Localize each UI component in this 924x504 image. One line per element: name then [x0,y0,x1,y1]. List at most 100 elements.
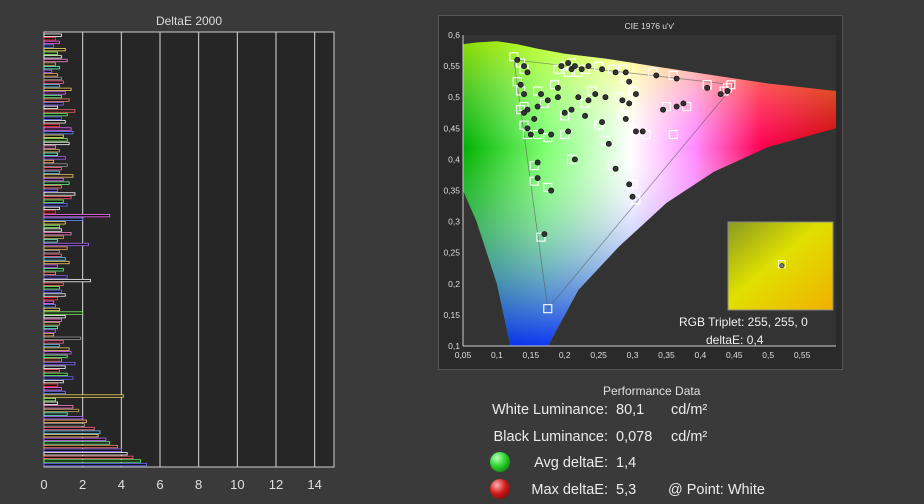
cie-xtick-label: 0,05 [455,350,472,360]
cie-measured-point [521,63,527,70]
deltae-bar [43,44,55,48]
deltae-bar [43,398,57,402]
performance-title: Performance Data [603,384,701,398]
deltae-bar [43,304,57,308]
deltae-bar [43,206,60,211]
black-luminance-value: 0,078 [616,429,653,445]
cie-measured-point [622,69,629,76]
cie-measured-point [592,91,599,98]
deltae-bar [43,361,76,366]
avg-deltae-indicator-icon [490,452,510,472]
cie-target-marker [668,129,678,140]
cie-measured-point [632,128,639,135]
deltae-bar [43,271,57,275]
deltae-bar [43,80,64,84]
cie-measured-point [565,60,572,66]
black-luminance-label: Black Luminance: [493,429,608,445]
deltae-bar [43,376,74,380]
deltae-bar [43,181,70,185]
deltae-bar [43,444,118,449]
deltae-bar [43,315,66,319]
cie-xtick-label: 0,15 [523,350,540,360]
cie-chromaticity-chart: CIE 1976 u'v'0,05 0,1 0,15 0,2 0,25 0,3 0,35 0,… [443,21,836,360]
cie-measured-point [517,81,524,88]
cie-ytick-label: 0,25 [443,248,460,258]
cie-target-marker [621,101,631,112]
deltae-bar [43,69,53,73]
cie-measured-point [534,159,541,166]
deltae-plot-area [44,32,334,467]
deltae-bar [43,170,60,174]
deltae-bar [43,188,58,192]
deltae-bar [43,55,62,59]
deltae-bar [43,145,57,149]
cie-target-marker [529,176,539,186]
deltae-bar [43,239,58,243]
deltae-bar [43,275,68,279]
cie-target-marker [539,98,549,108]
cie-target-marker [627,86,638,96]
white-luminance-value: 80,1 [616,402,645,418]
cie-target-marker [543,304,553,314]
cie-target-marker [617,111,627,121]
deltae-bar [43,372,68,376]
cie-target-marker [543,182,553,192]
cie-measured-point [585,63,592,70]
deltae-bar [43,48,66,52]
cie-target-marker [516,58,526,68]
cie-target-marker [600,136,610,146]
deltae-bar [43,232,72,236]
deltae-bar [43,242,89,247]
deltae-bar [43,300,55,304]
cie-measured-point [673,103,680,110]
deltae-bar [43,192,76,196]
deltae-bar [43,141,70,146]
cie-measured-point [619,97,626,104]
cie-measured-point [548,187,555,194]
deltae-bar [43,98,70,102]
cie-target-marker [614,92,624,102]
black-luminance-unit: cd/m² [671,429,708,445]
cie-measured-point [605,140,612,147]
cie-target-marker [519,120,529,130]
deltae-bar [43,127,72,131]
cie-measured-point [632,91,639,98]
cie-target-marker [682,101,692,112]
deltae-bar [43,437,107,441]
cie-target-marker [550,80,560,90]
deltae-bar [43,105,58,109]
deltae-bar [43,152,58,156]
cie-measured-point [521,109,527,116]
cie-measured-point [653,72,660,79]
cie-ytick-label: 0,15 [443,310,460,320]
deltae-bar [43,163,68,167]
cie-target-marker [648,67,658,77]
deltae-bar [43,336,82,340]
deltae-bar [43,138,68,142]
deltae-bar [43,199,64,203]
cie-ytick-label: 0,6 [448,30,460,40]
cie-xtick-label: 0,5 [762,350,774,360]
deltae-bar [43,408,80,413]
white-luminance-label: White Luminance: [491,402,608,418]
deltae-bar [43,253,62,257]
cie-measured-point [724,88,731,94]
cie-measured-point [571,156,578,163]
cie-ytick-label: 0,35 [443,186,460,196]
cie-measured-point [629,193,636,200]
deltae-bar [43,293,66,297]
deltae-xtick-label: 2 [79,477,86,492]
cie-measured-point [538,91,544,98]
deltae-bar [43,343,60,348]
deltae-bar [43,354,68,358]
inset-deltae-label: deltaE: 0,4 [706,333,764,347]
deltae-bar [43,462,147,467]
deltae-bar [43,426,95,431]
deltae-bar [43,159,55,164]
cie-target-marker [594,61,604,71]
cie-measured-point [541,231,548,237]
deltae-bar [43,329,57,333]
deltae-bar [43,131,74,135]
deltae-bar [43,203,68,207]
deltae-bar [43,390,66,395]
